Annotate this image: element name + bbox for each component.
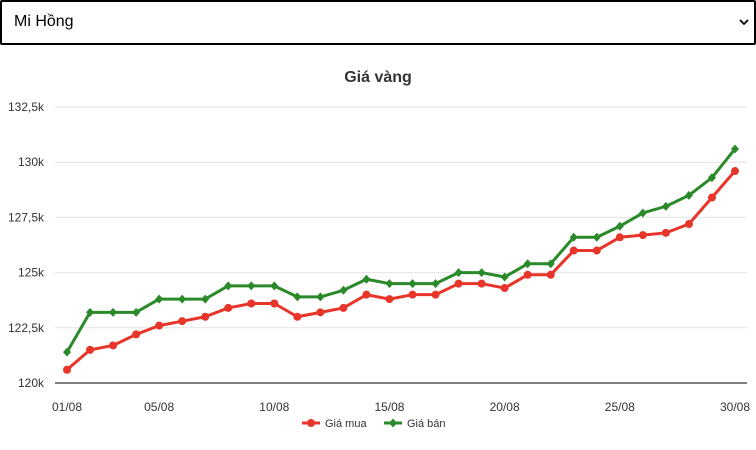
x-tick-label: 05/08: [144, 400, 174, 414]
store-selector-value: Mi Hồng: [14, 13, 74, 30]
x-tick-label: 10/08: [259, 400, 289, 414]
data-point[interactable]: [546, 259, 555, 269]
data-point[interactable]: [293, 292, 302, 302]
series-sell: [63, 144, 739, 357]
data-point[interactable]: [500, 272, 509, 282]
data-point[interactable]: [109, 307, 118, 317]
data-point[interactable]: [339, 285, 348, 295]
chart-series: [63, 144, 739, 374]
data-point[interactable]: [63, 365, 71, 374]
gold-price-chart: Giá vàng 120k122,5k125k127,5k130k132,5k …: [8, 69, 750, 430]
data-point[interactable]: [707, 193, 716, 202]
data-point[interactable]: [431, 279, 440, 289]
data-point[interactable]: [201, 294, 210, 304]
data-point[interactable]: [339, 303, 348, 312]
data-point[interactable]: [155, 294, 164, 304]
data-point[interactable]: [546, 270, 555, 279]
chevron-down-icon: [739, 19, 749, 26]
data-point[interactable]: [224, 303, 233, 312]
data-point[interactable]: [316, 308, 325, 317]
data-point[interactable]: [224, 281, 233, 291]
data-point[interactable]: [408, 290, 417, 299]
y-tick-label: 125k: [18, 266, 45, 280]
data-point[interactable]: [178, 317, 187, 326]
legend-label: Giá bán: [407, 418, 446, 430]
data-point[interactable]: [477, 268, 486, 278]
x-tick-label: 20/08: [490, 400, 520, 414]
data-point[interactable]: [247, 299, 256, 308]
legend-item[interactable]: Giá mua: [302, 418, 367, 430]
data-point[interactable]: [270, 299, 279, 308]
data-point[interactable]: [638, 208, 647, 218]
data-point[interactable]: [592, 246, 601, 255]
data-point[interactable]: [362, 290, 371, 299]
series-line: [65, 148, 737, 353]
store-selector[interactable]: Mi Hồng: [0, 0, 756, 45]
data-point[interactable]: [569, 232, 578, 242]
data-point[interactable]: [477, 279, 486, 288]
data-point[interactable]: [201, 312, 210, 321]
data-point[interactable]: [178, 294, 187, 304]
data-point[interactable]: [86, 345, 95, 354]
data-point[interactable]: [63, 347, 71, 357]
x-tick-label: 01/08: [52, 400, 82, 414]
data-point[interactable]: [615, 233, 624, 242]
series-line: [66, 170, 737, 371]
data-point[interactable]: [132, 330, 141, 339]
y-tick-label: 120k: [18, 376, 45, 390]
data-point[interactable]: [569, 246, 578, 255]
data-point[interactable]: [684, 220, 693, 229]
data-point[interactable]: [523, 270, 532, 279]
data-point[interactable]: [638, 231, 647, 240]
data-point[interactable]: [684, 190, 693, 200]
y-tick-label: 122,5k: [8, 321, 45, 335]
y-axis-ticks: 120k 122,5k 125k 127,5k 130k 132,5k: [8, 100, 45, 390]
data-point[interactable]: [615, 221, 624, 231]
data-point[interactable]: [431, 290, 440, 299]
x-tick-label: 25/08: [605, 400, 635, 414]
data-point[interactable]: [454, 279, 463, 288]
chart-grid: [55, 106, 747, 384]
data-point[interactable]: [316, 292, 325, 302]
data-point[interactable]: [454, 268, 463, 278]
chart-title: Giá vàng: [344, 69, 412, 86]
data-point[interactable]: [385, 279, 394, 289]
data-point[interactable]: [707, 173, 716, 183]
legend-item[interactable]: Giá bán: [384, 418, 446, 430]
y-tick-label: 130k: [18, 155, 45, 169]
data-point[interactable]: [523, 259, 532, 269]
data-point[interactable]: [270, 281, 279, 291]
data-point[interactable]: [86, 307, 95, 317]
legend-label: Giá mua: [325, 418, 367, 430]
x-axis-ticks: 01/08 05/08 10/08 15/08 20/08 25/08 30/08: [52, 400, 750, 414]
data-point[interactable]: [661, 228, 670, 237]
y-tick-label: 132,5k: [8, 100, 45, 114]
y-tick-label: 127,5k: [8, 210, 45, 224]
data-point[interactable]: [385, 295, 394, 304]
chart-legend: Giá mua Giá bán: [302, 418, 446, 430]
x-tick-label: 30/08: [720, 400, 750, 414]
data-point[interactable]: [132, 307, 141, 317]
data-point[interactable]: [661, 201, 670, 211]
data-point[interactable]: [731, 167, 739, 176]
data-point[interactable]: [500, 284, 509, 293]
data-point[interactable]: [408, 279, 417, 289]
data-point[interactable]: [293, 312, 302, 321]
x-tick-label: 15/08: [374, 400, 404, 414]
data-point[interactable]: [155, 321, 164, 330]
data-point[interactable]: [731, 144, 739, 154]
data-point[interactable]: [247, 281, 256, 291]
data-point[interactable]: [109, 341, 118, 350]
data-point[interactable]: [362, 274, 371, 284]
series-buy: [63, 167, 739, 374]
data-point[interactable]: [592, 232, 601, 242]
